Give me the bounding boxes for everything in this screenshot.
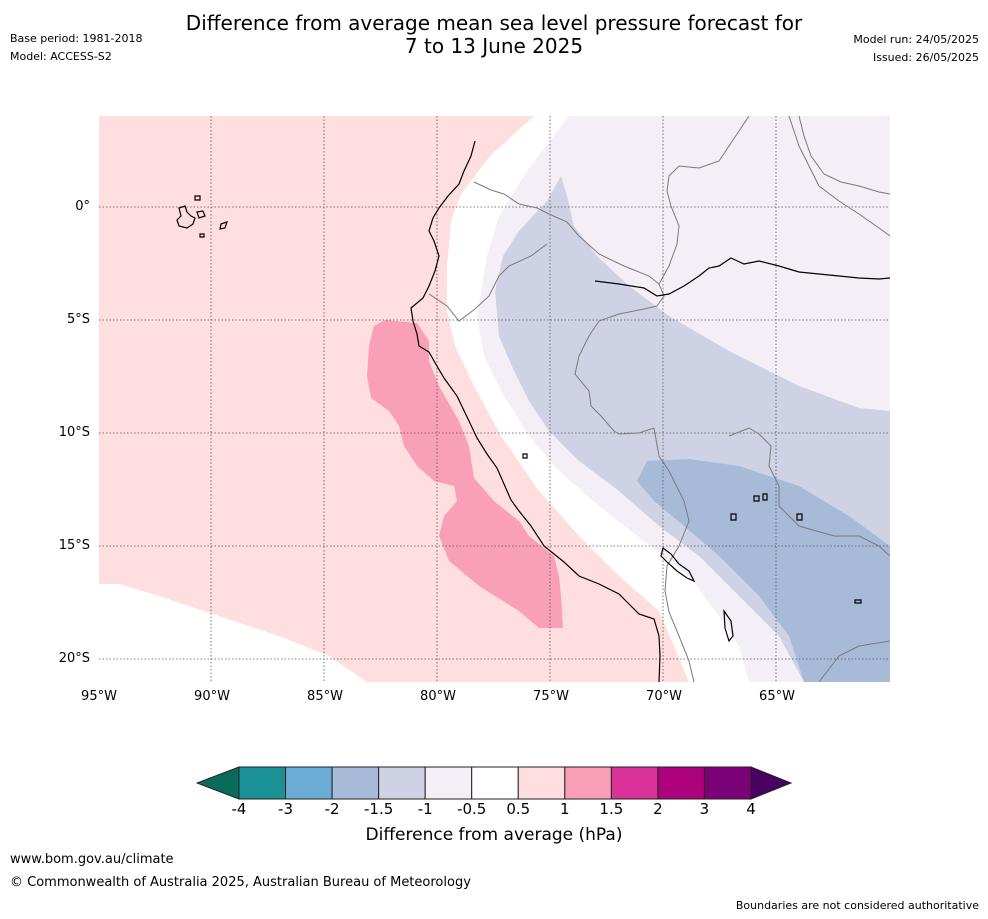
issued-date: Issued: 26/05/2025 [872, 51, 979, 64]
colorbar-under-arrow [196, 766, 240, 800]
footer-url[interactable]: www.bom.gov.au/climate [10, 852, 174, 867]
model-run: Model run: 24/05/2025 [853, 33, 979, 46]
colorbar-tick-label: -1.5 [363, 800, 394, 818]
colorbar-cell [378, 766, 426, 800]
colorbar-cell [238, 766, 287, 800]
colorbar-tick-label: 3 [699, 800, 710, 818]
colorbar-tick-label: -3 [278, 800, 294, 818]
footer-copyright: © Commonwealth of Australia 2025, Austra… [10, 875, 471, 890]
colorbar-cell [610, 766, 659, 800]
colorbar-over-arrow [750, 766, 793, 800]
anomaly-zone-neutral-sw [99, 584, 367, 682]
footer-disclaimer: Boundaries are not considered authoritat… [735, 899, 979, 912]
title-line-1: Difference from average mean sea level p… [185, 11, 803, 35]
lon-label-90w: 90°W [194, 689, 230, 704]
colorbar-label: Difference from average (hPa) [365, 825, 623, 845]
lat-label-10s: 10°S [58, 425, 90, 440]
colorbar-cell [564, 766, 612, 800]
colorbar-cell [471, 766, 519, 800]
meta-right: Model run: 24/05/2025 Issued: 26/05/2025 [853, 33, 979, 69]
colorbar-cells [238, 766, 752, 800]
base-period: Base period: 1981-2018 [10, 32, 143, 45]
title-line-2: 7 to 13 June 2025 [404, 34, 584, 58]
colorbar-tick-label: -4 [231, 800, 247, 818]
lon-label-65w: 65°W [759, 689, 795, 704]
lon-label-85w: 85°W [307, 689, 343, 704]
colorbar-tick-label: 2 [653, 800, 663, 818]
anomaly-zone-pos-1-1p5 [367, 320, 563, 628]
lon-label-95w: 95°W [81, 689, 117, 704]
colorbar-cell [703, 766, 752, 800]
lon-label-80w: 80°W [420, 689, 456, 704]
colorbar-cell [331, 766, 380, 800]
colorbar-cell [424, 766, 473, 800]
colorbar-tick-label: -0.5 [457, 800, 487, 818]
colorbar-cell [657, 766, 705, 800]
small-lakes [522, 453, 862, 643]
lon-label-75w: 75°W [533, 689, 569, 704]
colorbar-tick-label: -2 [324, 800, 340, 818]
lat-label-15s: 15°S [58, 538, 90, 553]
pressure-anomaly-map [99, 116, 890, 682]
lat-label-20s: 20°S [58, 651, 90, 666]
colorbar-cell [517, 766, 566, 800]
lat-label-0: 0° [75, 199, 90, 214]
colorbar-tick-label: 1.5 [599, 800, 624, 818]
colorbar-tick-label: 1 [560, 800, 570, 818]
colorbar-tick-label: 0.5 [506, 800, 531, 818]
coastline [410, 140, 661, 682]
model-name: Model: ACCESS-S2 [10, 50, 112, 63]
colorbar-tick-label: 4 [746, 800, 756, 818]
colorbar-tick-label: -1 [417, 800, 433, 818]
galapagos-islands [176, 195, 228, 238]
northern-coastline [594, 257, 890, 297]
colorbar-cell [285, 766, 333, 800]
anomaly-zone-neg-1p5-2 [637, 459, 890, 682]
lon-label-70w: 70°W [646, 689, 682, 704]
meta-left: Base period: 1981-2018 Model: ACCESS-S2 [10, 32, 142, 68]
lake-titicaca [660, 546, 696, 583]
colorbar [196, 766, 793, 800]
chart-title: Difference from average mean sea level p… [0, 12, 988, 58]
lat-label-5s: 5°S [66, 312, 90, 327]
